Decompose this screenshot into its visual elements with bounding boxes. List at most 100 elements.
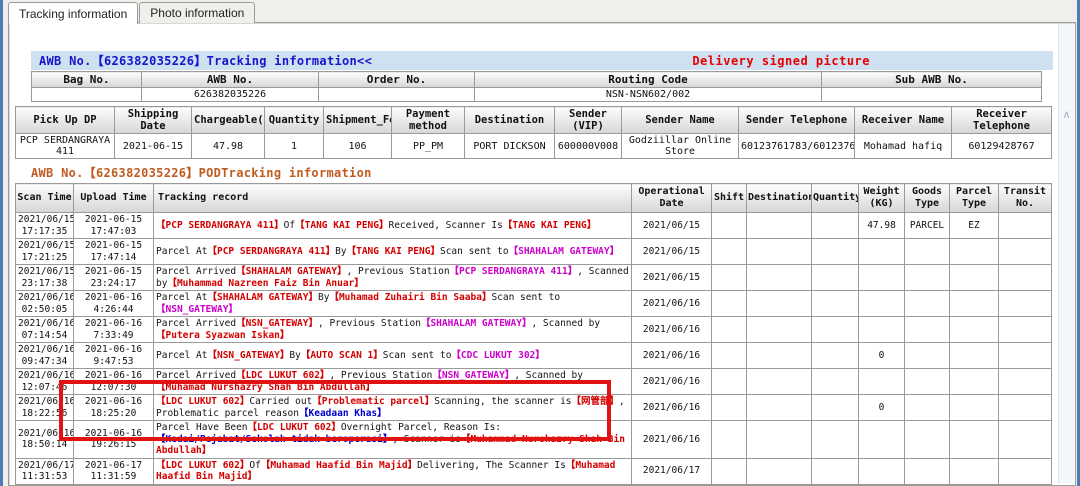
record-segment: By bbox=[335, 245, 347, 257]
chevron-up-icon[interactable]: ∧ bbox=[1062, 109, 1071, 121]
upload-time-cell: 2021-06-15 23:24:17 bbox=[73, 264, 154, 291]
tab-bar: Tracking information Photo information bbox=[8, 2, 256, 24]
parcel-type-cell bbox=[949, 483, 999, 485]
shift-cell bbox=[711, 264, 747, 291]
scan-time-cell: 2021/06/16 02:50:05 bbox=[15, 290, 74, 317]
destination-cell bbox=[746, 483, 812, 485]
scan-time-cell: 2021/06/15 23:17:38 bbox=[15, 264, 74, 291]
tracking-panel: AWB No.【626382035226】Tracking informatio… bbox=[8, 22, 1076, 486]
scan-time: 09:47:34 bbox=[21, 355, 68, 367]
weight-cell bbox=[858, 316, 905, 343]
record-segment: Delivering, The Scanner Is bbox=[417, 459, 566, 471]
scan-time: 07:14:54 bbox=[21, 329, 68, 341]
window-right-edge bbox=[1077, 0, 1080, 486]
record-segment: 【Muhammad Nazreen Faiz Bin Anuar】 bbox=[167, 277, 364, 289]
goods-type-cell: PARCEL bbox=[904, 212, 950, 239]
panel-content: AWB No.【626382035226】Tracking informatio… bbox=[9, 23, 1075, 485]
shift-cell bbox=[711, 394, 747, 421]
goods-type-cell bbox=[904, 238, 950, 265]
scan-date: 2021/06/15 bbox=[18, 240, 74, 251]
record-segment: , Previous Station bbox=[346, 266, 450, 277]
weight-cell bbox=[858, 264, 905, 291]
scan-date: 2021/06/16 bbox=[18, 318, 74, 329]
quantity-cell bbox=[811, 290, 859, 317]
record-segment: By bbox=[318, 292, 330, 303]
value-cell: 2021-06-15 bbox=[114, 133, 192, 159]
column-header: AWB No. bbox=[141, 71, 319, 88]
column-header: Quantity bbox=[811, 183, 859, 213]
record-segment: Parcel Arrived bbox=[156, 266, 237, 277]
quantity-cell bbox=[811, 238, 859, 265]
transit-no-cell bbox=[998, 368, 1052, 395]
tab-tracking-information[interactable]: Tracking information bbox=[8, 2, 139, 24]
scan-time-cell: 2021/06/16 18:22:56 bbox=[15, 394, 74, 421]
record-segment: Scanning, the scanner is bbox=[434, 396, 572, 407]
scan-date: 2021/06/17 bbox=[18, 459, 74, 471]
value-cell: 1 bbox=[264, 133, 324, 159]
value-cell bbox=[31, 87, 142, 102]
scan-time-cell: 2021/06/16 09:47:34 bbox=[15, 342, 74, 369]
column-header: Bag No. bbox=[31, 71, 142, 88]
goods-type-cell bbox=[904, 457, 950, 485]
quantity-cell bbox=[811, 264, 859, 291]
tab-photo-information[interactable]: Photo information bbox=[139, 2, 256, 23]
op-date-cell: 2021/06/16 bbox=[631, 368, 712, 395]
weight-cell bbox=[858, 290, 905, 317]
record-segment: 【SHAHALAM GATEWAY】 bbox=[508, 245, 620, 257]
awb-tracking-title: AWB No.【626382035226】Tracking informatio… bbox=[39, 54, 373, 68]
value-cell: 600000V008 bbox=[554, 133, 622, 159]
scan-date: 2021/06/16 bbox=[18, 396, 74, 407]
record-segment: , Problematic parcel reason bbox=[156, 396, 625, 419]
weight-cell bbox=[858, 457, 905, 485]
column-header: Scan Time bbox=[15, 183, 74, 213]
scan-time: 02:50:05 bbox=[21, 303, 68, 315]
record-segment: 【Kedai/Pejabat/Sekolah tidak beroperasi】 bbox=[156, 433, 393, 445]
goods-type-cell bbox=[904, 394, 950, 421]
column-header: Sender Name bbox=[621, 106, 739, 134]
value-cell: PP_PM bbox=[391, 133, 465, 159]
destination-cell bbox=[746, 342, 812, 369]
vertical-scrollbar[interactable]: ∧ bbox=[1058, 24, 1074, 484]
record-segment: 【SHAHALAM GATEWAY】 bbox=[207, 292, 318, 303]
tracking-record-cell: 【LDC LUKUT 602】Carried out【Problematic p… bbox=[153, 394, 632, 421]
record-segment: , Previous Station bbox=[329, 370, 433, 381]
shift-cell bbox=[711, 290, 747, 317]
column-header: Sub AWB No. bbox=[821, 71, 1042, 88]
value-cell bbox=[821, 87, 1042, 102]
tracking-record-cell: Parcel At【SHAHALAM GATEWAY】By【Muhamad Zu… bbox=[153, 290, 632, 317]
weight-cell: 0 bbox=[858, 394, 905, 421]
column-header: Quantity bbox=[264, 106, 324, 134]
parcel-type-cell bbox=[949, 238, 999, 265]
weight-cell: 47.98 bbox=[858, 212, 905, 239]
scan-date: 2021/06/16 bbox=[18, 344, 74, 355]
value-cell: 47.98 bbox=[191, 133, 265, 159]
upload-time-cell: 2021-06-17 11:31:59 bbox=[73, 457, 154, 485]
scan-time: 18:22:56 bbox=[21, 407, 68, 419]
tracking-row: 2021/06/15 23:17:38 2021-06-15 23:24:17 Par… bbox=[15, 264, 1052, 291]
goods-type-cell bbox=[904, 290, 950, 317]
record-segment: Of bbox=[283, 219, 296, 231]
record-segment: By bbox=[289, 349, 301, 361]
column-header: Destination bbox=[746, 183, 812, 213]
record-segment: 【Problematic parcel】 bbox=[312, 396, 435, 407]
delivery-signed-picture-link[interactable]: Delivery signed picture bbox=[692, 53, 870, 68]
record-segment: Overnight Parcel, Reason Is: bbox=[340, 422, 502, 433]
shift-cell bbox=[711, 342, 747, 369]
record-segment: Scan sent to bbox=[439, 245, 509, 257]
parcel-type-cell bbox=[949, 368, 999, 395]
transit-no-cell bbox=[998, 264, 1052, 291]
tracking-row: 2021/06/16 09:47:34 2021-06-16 9:47:53 Parc… bbox=[15, 342, 1052, 369]
op-date-cell: 2021/06/15 bbox=[631, 212, 712, 239]
record-segment: 【NSN_GATEWAY】 bbox=[236, 318, 318, 329]
scan-time-cell: 2021/06/15 17:21:25 bbox=[15, 238, 74, 265]
upload-time-cell: 2021-06-16 9:47:53 bbox=[73, 342, 154, 369]
shift-cell bbox=[711, 316, 747, 343]
record-segment: 【Muhamad Zuhairi Bin Saaba】 bbox=[329, 292, 492, 303]
weight-cell: 0 bbox=[858, 342, 905, 369]
tracking-record-cell: Parcel Arrived【NSN_GATEWAY】, Previous St… bbox=[153, 316, 632, 343]
pod-tracking-table: Scan Time Upload Time Tracking record Opera… bbox=[15, 183, 1052, 485]
scan-date: 2021/06/16 bbox=[18, 370, 74, 381]
column-header: Routing Code bbox=[474, 71, 822, 88]
record-segment: 【NSN_GATEWAY】 bbox=[156, 303, 238, 315]
